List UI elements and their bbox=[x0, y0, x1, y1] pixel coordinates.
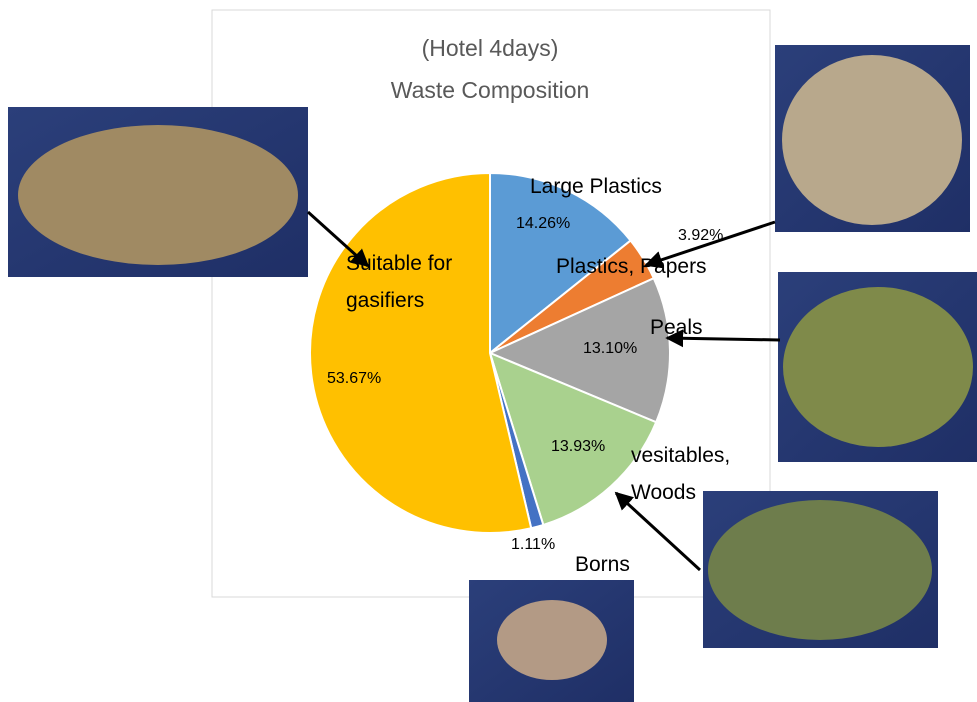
data-label: 14.26% bbox=[516, 215, 570, 232]
arrow bbox=[644, 220, 776, 269]
data-label: 53.67% bbox=[327, 370, 381, 387]
category-label: Borns bbox=[575, 553, 630, 576]
category-label: Peals bbox=[650, 316, 703, 339]
data-label: 13.10% bbox=[583, 340, 637, 357]
data-label: 3.92% bbox=[678, 227, 723, 244]
photo-content bbox=[783, 287, 973, 447]
photo-content bbox=[782, 55, 962, 225]
category-label: Suitable for gasifiers bbox=[346, 252, 453, 312]
category-label: Plastics, Papers bbox=[556, 255, 707, 278]
chart-title: (Hotel 4days) bbox=[422, 35, 559, 61]
pie-slice bbox=[489, 171, 632, 356]
photo-content bbox=[497, 600, 607, 680]
pie-slice bbox=[487, 276, 671, 424]
arrow bbox=[614, 491, 702, 572]
chart-title: Waste Composition bbox=[391, 77, 590, 103]
data-label: 13.93% bbox=[551, 438, 605, 455]
category-label: Large Plastics bbox=[530, 175, 662, 198]
arrow bbox=[306, 210, 370, 268]
category-label: vesitables, Woods bbox=[631, 444, 731, 504]
arrows bbox=[306, 210, 781, 572]
pie-slice bbox=[488, 351, 658, 527]
photo-content bbox=[18, 125, 298, 265]
photos bbox=[8, 45, 977, 702]
photo-content bbox=[708, 500, 932, 640]
data-label: 1.11% bbox=[511, 536, 555, 553]
arrow bbox=[665, 329, 781, 348]
